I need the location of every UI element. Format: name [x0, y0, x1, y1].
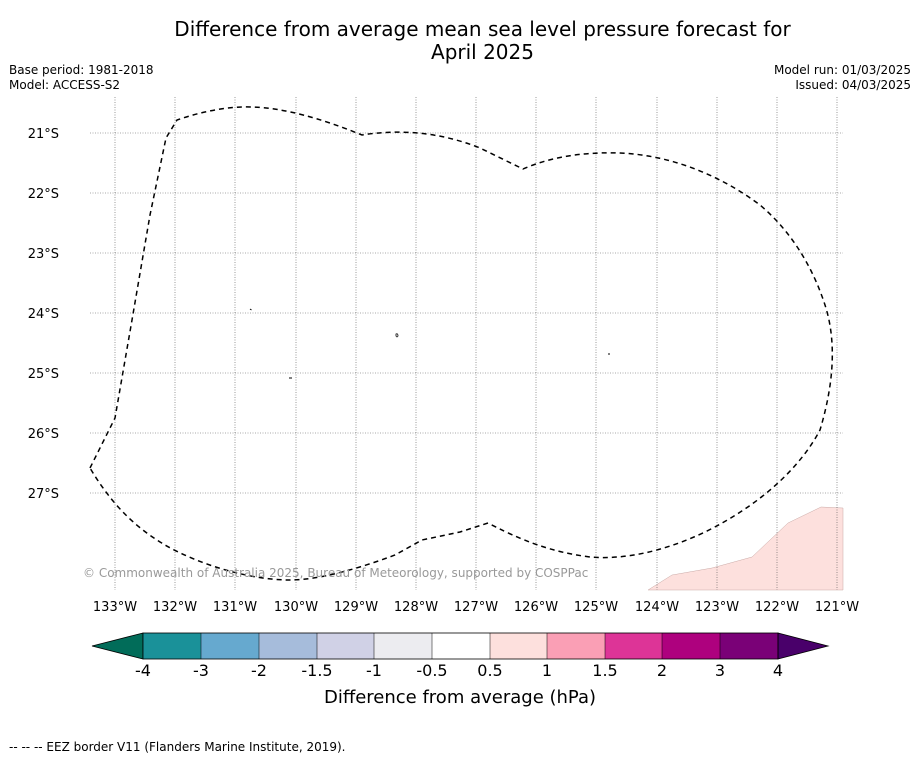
lon-label: 121°W [815, 600, 859, 615]
colorbar: -4 -3 -2 -1.5 -1 -0.5 0.5 1 1.5 2 3 4 Di… [91, 632, 830, 708]
colorbar-tick: -1 [366, 661, 382, 680]
base-period: Base period: 1981-2018 [9, 63, 154, 77]
lat-label: 23°S [28, 247, 59, 262]
colorbar-segment [259, 633, 317, 659]
colorbar-segment [143, 633, 201, 659]
colorbar-tick: -3 [193, 661, 209, 680]
lat-label: 25°S [28, 367, 59, 382]
colorbar-tick: -4 [135, 661, 151, 680]
model-run: Model run: 01/03/2025 [773, 63, 911, 77]
lon-labels: 133°W 132°W 131°W 130°W 129°W 128°W 127°… [93, 600, 859, 615]
colorbar-dividers [200, 633, 721, 659]
colorbar-frame [142, 632, 779, 660]
lat-labels: 21°S 22°S 23°S 24°S 25°S 26°S 27°S [28, 127, 59, 502]
meta-left: Base period: 1981-2018 Model: ACCESS-S2 [9, 63, 154, 93]
colorbar-tick: 0.5 [477, 661, 502, 680]
lon-label: 122°W [755, 600, 799, 615]
colorbar-ticks: -4 -3 -2 -1.5 -1 -0.5 0.5 1 1.5 2 3 4 [135, 661, 783, 680]
lon-label: 127°W [454, 600, 498, 615]
lat-label: 22°S [28, 187, 59, 202]
colorbar-segment [317, 633, 374, 659]
colorbar-segment [201, 633, 259, 659]
lat-gridlines [90, 132, 843, 494]
lon-label: 133°W [93, 600, 137, 615]
colorbar-segment [547, 633, 605, 659]
colorbar-under-arrow [91, 632, 144, 660]
anomaly-region [647, 506, 844, 591]
lat-label: 27°S [28, 487, 59, 502]
colorbar-over-arrow [777, 632, 830, 660]
colorbar-segment [374, 633, 432, 659]
eez-legend: -- -- -- EEZ border V11 (Flanders Marine… [9, 740, 346, 754]
lon-label: 129°W [334, 600, 378, 615]
title-line-2: April 2025 [431, 40, 534, 64]
copyright-text: © Commonwealth of Australia 2025, Bureau… [83, 566, 588, 580]
eez-border [89, 106, 834, 581]
lon-label: 124°W [635, 600, 679, 615]
colorbar-tick: 1 [542, 661, 552, 680]
colorbar-segment [605, 633, 662, 659]
colorbar-tick: -1.5 [301, 661, 332, 680]
lon-label: 125°W [574, 600, 618, 615]
lon-label: 123°W [695, 600, 739, 615]
colorbar-tick: -2 [251, 661, 267, 680]
colorbar-tick: 1.5 [592, 661, 617, 680]
lat-label: 21°S [28, 127, 59, 142]
colorbar-tick: 2 [657, 661, 667, 680]
colorbar-tick: 4 [773, 661, 783, 680]
island [395, 333, 399, 338]
lon-label: 126°W [514, 600, 558, 615]
map-title: Difference from average mean sea level p… [0, 18, 919, 64]
lon-label: 132°W [153, 600, 197, 615]
colorbar-segment [490, 633, 547, 659]
colorbar-segment [432, 633, 490, 659]
lon-gridlines [114, 97, 838, 590]
issued-date: Issued: 04/03/2025 [795, 78, 911, 92]
model-name: Model: ACCESS-S2 [9, 78, 121, 92]
meta-right: Model run: 01/03/2025 Issued: 04/03/2025 [774, 63, 911, 93]
title-line-1: Difference from average mean sea level p… [174, 17, 791, 41]
island [249, 308, 252, 311]
colorbar-segment [720, 633, 778, 659]
colorbar-label: Difference from average (hPa) [324, 687, 596, 708]
lon-label: 131°W [213, 600, 257, 615]
lat-label: 24°S [28, 307, 59, 322]
colorbar-tick: 3 [715, 661, 725, 680]
lon-label: 130°W [274, 600, 318, 615]
colorbar-tick: -0.5 [416, 661, 447, 680]
colorbar-segment [662, 633, 720, 659]
lat-label: 26°S [28, 427, 59, 442]
lon-label: 128°W [394, 600, 438, 615]
